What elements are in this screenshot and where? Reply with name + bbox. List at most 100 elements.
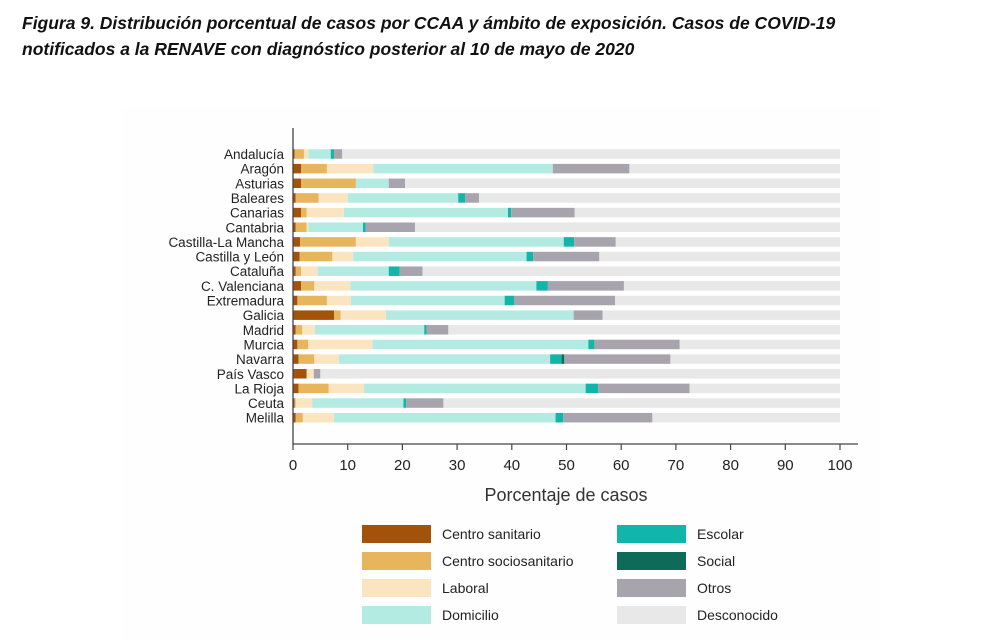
x-tick-label: 80 [722,457,739,474]
bar-segment-centro-sanitario [293,251,300,262]
category-label: C. Valenciana [201,279,285,294]
bar-segment-centro-sociosanitario [301,178,356,189]
bar-segment-domicilio [312,398,404,408]
category-label: Navarra [236,352,285,367]
category-label: Cataluña [230,264,285,279]
x-tick-label: 50 [558,457,575,474]
category-label: País Vasco [217,367,284,382]
bar-segment-otros [426,325,449,335]
bar-segment-laboral [328,383,365,394]
bar-segment-otros [388,178,406,189]
bar-segment-otros [406,398,444,408]
bar-segment-laboral [302,325,315,335]
bar-segment-otros [399,266,423,276]
bar-segment-otros [564,354,671,364]
category-labels-group: AndalucíaAragónAsturiasBalearesCanariasC… [168,147,284,426]
bar-segment-centro-sociosanitario [297,339,309,350]
bar-segment-laboral [340,310,386,320]
category-label: Andalucía [224,147,285,162]
bar-segment-laboral [355,237,389,247]
legend-swatch-desconocido [617,606,686,624]
bar-segment-domicilio [350,281,537,291]
bar-segment-otros [563,412,653,423]
bar-segment-centro-sociosanitario [295,222,307,232]
bar-segment-desconocido [615,295,840,306]
bar-segment-laboral [326,163,374,174]
bar-segment-escolar [550,354,562,364]
category-label: Castilla y León [195,250,284,265]
bar-segment-laboral [306,222,309,232]
bar-segment-domicilio [355,178,389,189]
bar-segment-centro-sanitario [293,207,302,218]
bar-segment-domicilio [353,251,527,262]
category-label: Melilla [246,411,285,426]
figure-caption: Figura 9. Distribución porcentual de cas… [22,10,982,62]
bar-segment-centro-sanitario [293,237,301,247]
bar-segment-centro-sociosanitario [334,310,341,320]
legend-swatch-otros [617,579,686,597]
category-label: Extremadura [207,294,285,309]
bar-segment-laboral [308,339,373,350]
bar-segment-centro-sociosanitario [299,251,333,262]
bar-segment-centro-sociosanitario [295,266,302,276]
bar-segment-domicilio [334,412,556,423]
legend-label-centro-sanitario: Centro sanitario [442,526,541,542]
bar-segment-desconocido [422,266,840,276]
category-label: Murcia [243,337,284,352]
legend-label-escolar: Escolar [697,526,744,542]
x-axis-label: Porcentaje de casos [484,485,647,505]
category-label: Canarias [230,206,284,221]
bar-segment-escolar [588,339,595,350]
bar-segment-otros [573,310,603,320]
bar-segment-domicilio [338,354,551,364]
bar-segment-escolar [504,295,514,306]
bar-segment-domicilio [314,325,425,335]
bar-segment-laboral [306,369,314,379]
bar-segment-centro-sanitario [293,149,295,159]
bar-segment-desconocido [478,193,840,203]
bar-segment-centro-sociosanitario [301,163,327,174]
legend-swatch-laboral [362,579,431,597]
bar-segment-centro-sanitario [293,354,299,364]
x-tick-label: 70 [668,457,685,474]
bar-segment-centro-sanitario [293,178,302,189]
bar-segment-escolar [424,325,427,335]
bar-segment-desconocido [615,237,840,247]
bar-segment-desconocido [342,149,840,159]
bar-segment-centro-sociosanitario [295,325,303,335]
bar-segment-domicilio [317,266,389,276]
legend-swatch-centro-sanitario [362,525,431,543]
bar-segment-laboral [302,412,335,423]
legend-swatch-social [617,552,686,570]
category-label: Cantabria [225,220,284,235]
bar-segment-desconocido [689,383,840,394]
bar-segment-centro-sociosanitario [301,207,307,218]
bar-segment-centro-sanitario [293,339,298,350]
bar-segment-domicilio [308,222,364,232]
bar-segment-centro-sociosanitario [295,412,303,423]
x-tick-label: 60 [613,457,630,474]
bars-group [293,149,841,423]
bar-segment-desconocido [670,354,840,364]
bar-segment-laboral [314,354,339,364]
x-tick-label: 100 [827,457,852,474]
bar-segment-desconocido [629,163,840,174]
category-label: Castilla-La Mancha [168,235,284,250]
bar-segment-escolar [507,207,512,218]
bar-segment-centro-sanitario [293,281,302,291]
bar-segment-centro-sanitario [293,412,296,423]
bar-segment-domicilio [385,310,574,320]
bar-segment-otros [533,251,600,262]
bar-segment-desconocido [443,398,840,408]
bar-segment-escolar [363,222,366,232]
bar-segment-centro-sociosanitario [298,354,315,364]
bar-segment-escolar [555,412,564,423]
bar-segment-escolar [388,266,400,276]
bar-segment-desconocido [414,222,840,232]
bar-segment-laboral [326,295,351,306]
bar-segment-domicilio [343,207,508,218]
bar-segment-centro-sociosanitario [294,149,304,159]
legend-label-desconocido: Desconocido [697,607,778,623]
bar-segment-escolar [330,149,335,159]
